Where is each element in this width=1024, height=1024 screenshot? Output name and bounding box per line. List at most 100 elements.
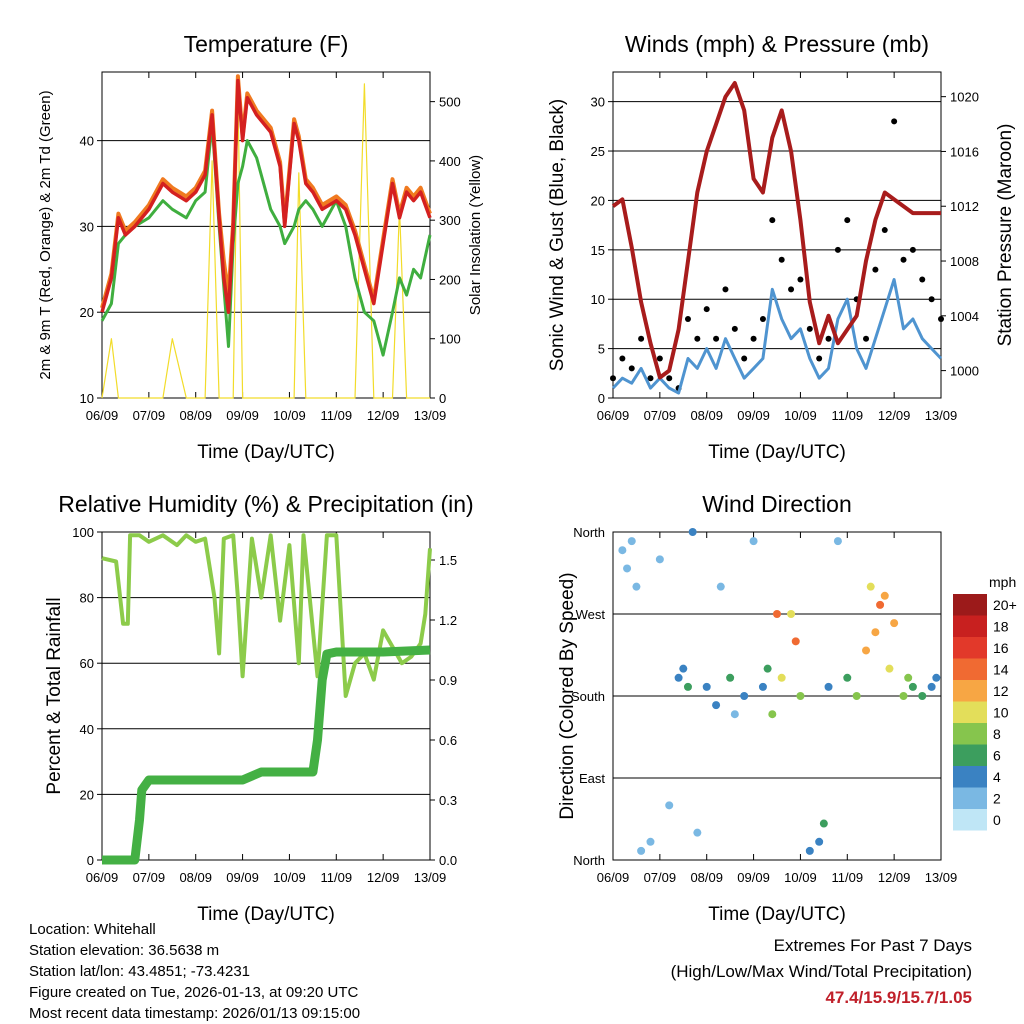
extremes-subtitle: (High/Low/Max Wind/Total Precipitation) [670,962,972,981]
p0-ytick-right-label: 100 [439,332,461,347]
p1-ytick-right-label: 1012 [950,199,979,214]
p3-ytick-label: East [579,771,605,786]
p3-xtick-label: 07/09 [644,870,677,885]
p2-xtick-label: 07/09 [133,870,166,885]
direction-point [637,846,646,855]
legend-label: 8 [993,726,1001,742]
direction-point [773,610,781,618]
pressure-line [611,81,941,380]
legend-label: 0 [993,812,1001,828]
p1-xtick-label: 13/09 [925,408,958,423]
extremes-box: Extremes For Past 7 Days (High/Low/Max W… [671,933,972,1011]
p2-ytick-right-label: 0.0 [439,853,457,868]
legend-swatch [953,615,987,637]
direction-point [805,846,814,855]
p0-ytick-right-label: 0 [439,391,446,406]
direction-point [679,664,688,673]
direction-point [866,582,875,591]
station-latlon: Station lat/lon: 43.4851; -73.4231 [29,963,251,980]
direction-point [655,555,664,564]
direction-point [683,682,692,691]
direction-point [791,637,800,646]
p1-ytick-right-label: 1016 [950,144,979,159]
precipitation-line [102,645,431,865]
station-location: Location: Whitehall [29,921,156,938]
figure-created: Figure created on Tue, 2026-01-13, at 09… [29,984,359,1001]
direction-point [880,591,889,600]
p2-xtick-label: 10/09 [273,870,306,885]
gust-point [872,266,879,273]
gust-point [647,375,654,382]
p3-xtick-label: 09/09 [737,870,770,885]
p0-ytick-right-label: 300 [439,213,461,228]
p1-ytick-label: 5 [598,342,605,357]
temp-2m-line [100,78,432,314]
direction-point [618,546,627,555]
legend-label: 16 [993,640,1009,656]
direction-point [632,582,641,591]
direction-point [927,682,936,691]
gust-point [666,375,673,382]
legend-label: 12 [993,683,1009,699]
legend-title: mph [989,574,1016,590]
gust-point [834,246,841,253]
p2-xtick-label: 13/09 [414,870,447,885]
p1-ytick-label: 10 [591,292,605,307]
legend-swatch [953,658,987,680]
p1-ytick-label: 15 [591,243,605,258]
p3-xtick-label: 13/09 [925,870,958,885]
p2-xtick-label: 06/09 [86,870,119,885]
gust-point [694,335,701,342]
direction-point [740,692,749,700]
direction-point [730,710,739,719]
direction-point [665,801,674,810]
p0-ytick-right-label: 500 [439,95,461,110]
direction-point [885,664,894,673]
gust-point [741,355,748,362]
p0-xtick-label: 11/09 [320,408,352,423]
gust-point [684,315,691,322]
p3-xtick-label: 10/09 [784,870,817,885]
direction-point [674,673,683,682]
direction-point [623,564,632,573]
p1-ytick-label: 20 [591,193,605,208]
legend-label: 6 [993,747,1001,763]
p0-xtick-label: 08/09 [179,408,212,423]
direction-point [843,673,852,682]
latest-timestamp: Most recent data timestamp: 2026/01/13 0… [29,1005,361,1022]
direction-point [918,692,927,700]
gust-point [769,217,776,224]
p1-xtick-label: 10/09 [784,408,817,423]
p2-xtick-label: 11/09 [320,870,352,885]
direction-point [796,692,805,700]
direction-point [815,837,824,846]
gust-point [759,315,766,322]
p0-xtick-label: 09/09 [226,408,259,423]
p3-ytick-label: North [573,525,605,540]
p0-ylabel-right: Solar Insolation (Yellow) [467,155,484,315]
p2-ytick-right-label: 0.3 [439,793,457,808]
station-elevation: Station elevation: 36.5638 m [29,942,220,959]
gust-point [928,296,935,303]
p2-xtick-label: 12/09 [367,870,400,885]
p2-ytick-label: 0 [87,853,94,868]
solar-insolation-line [101,83,430,399]
p2-ytick-right-label: 1.2 [439,613,457,628]
legend-swatch [953,680,987,702]
p1-xtick-label: 09/09 [737,408,770,423]
direction-point [768,710,777,719]
p0-ytick-label: 30 [80,219,94,234]
p1-xtick-label: 12/09 [878,408,911,423]
direction-point [932,673,941,682]
legend-swatch [953,809,987,831]
p2-xtick-label: 09/09 [226,870,259,885]
gust-point [816,355,823,362]
legend-swatch [953,637,987,659]
legend-swatch [953,766,987,788]
p0-xlabel: Time (Day/UTC) [197,442,335,463]
direction-point [904,673,913,682]
gust-point [938,315,944,322]
p3-ylabel-left: Direction (Colored By Speed) [557,572,578,819]
direction-point [716,582,725,591]
